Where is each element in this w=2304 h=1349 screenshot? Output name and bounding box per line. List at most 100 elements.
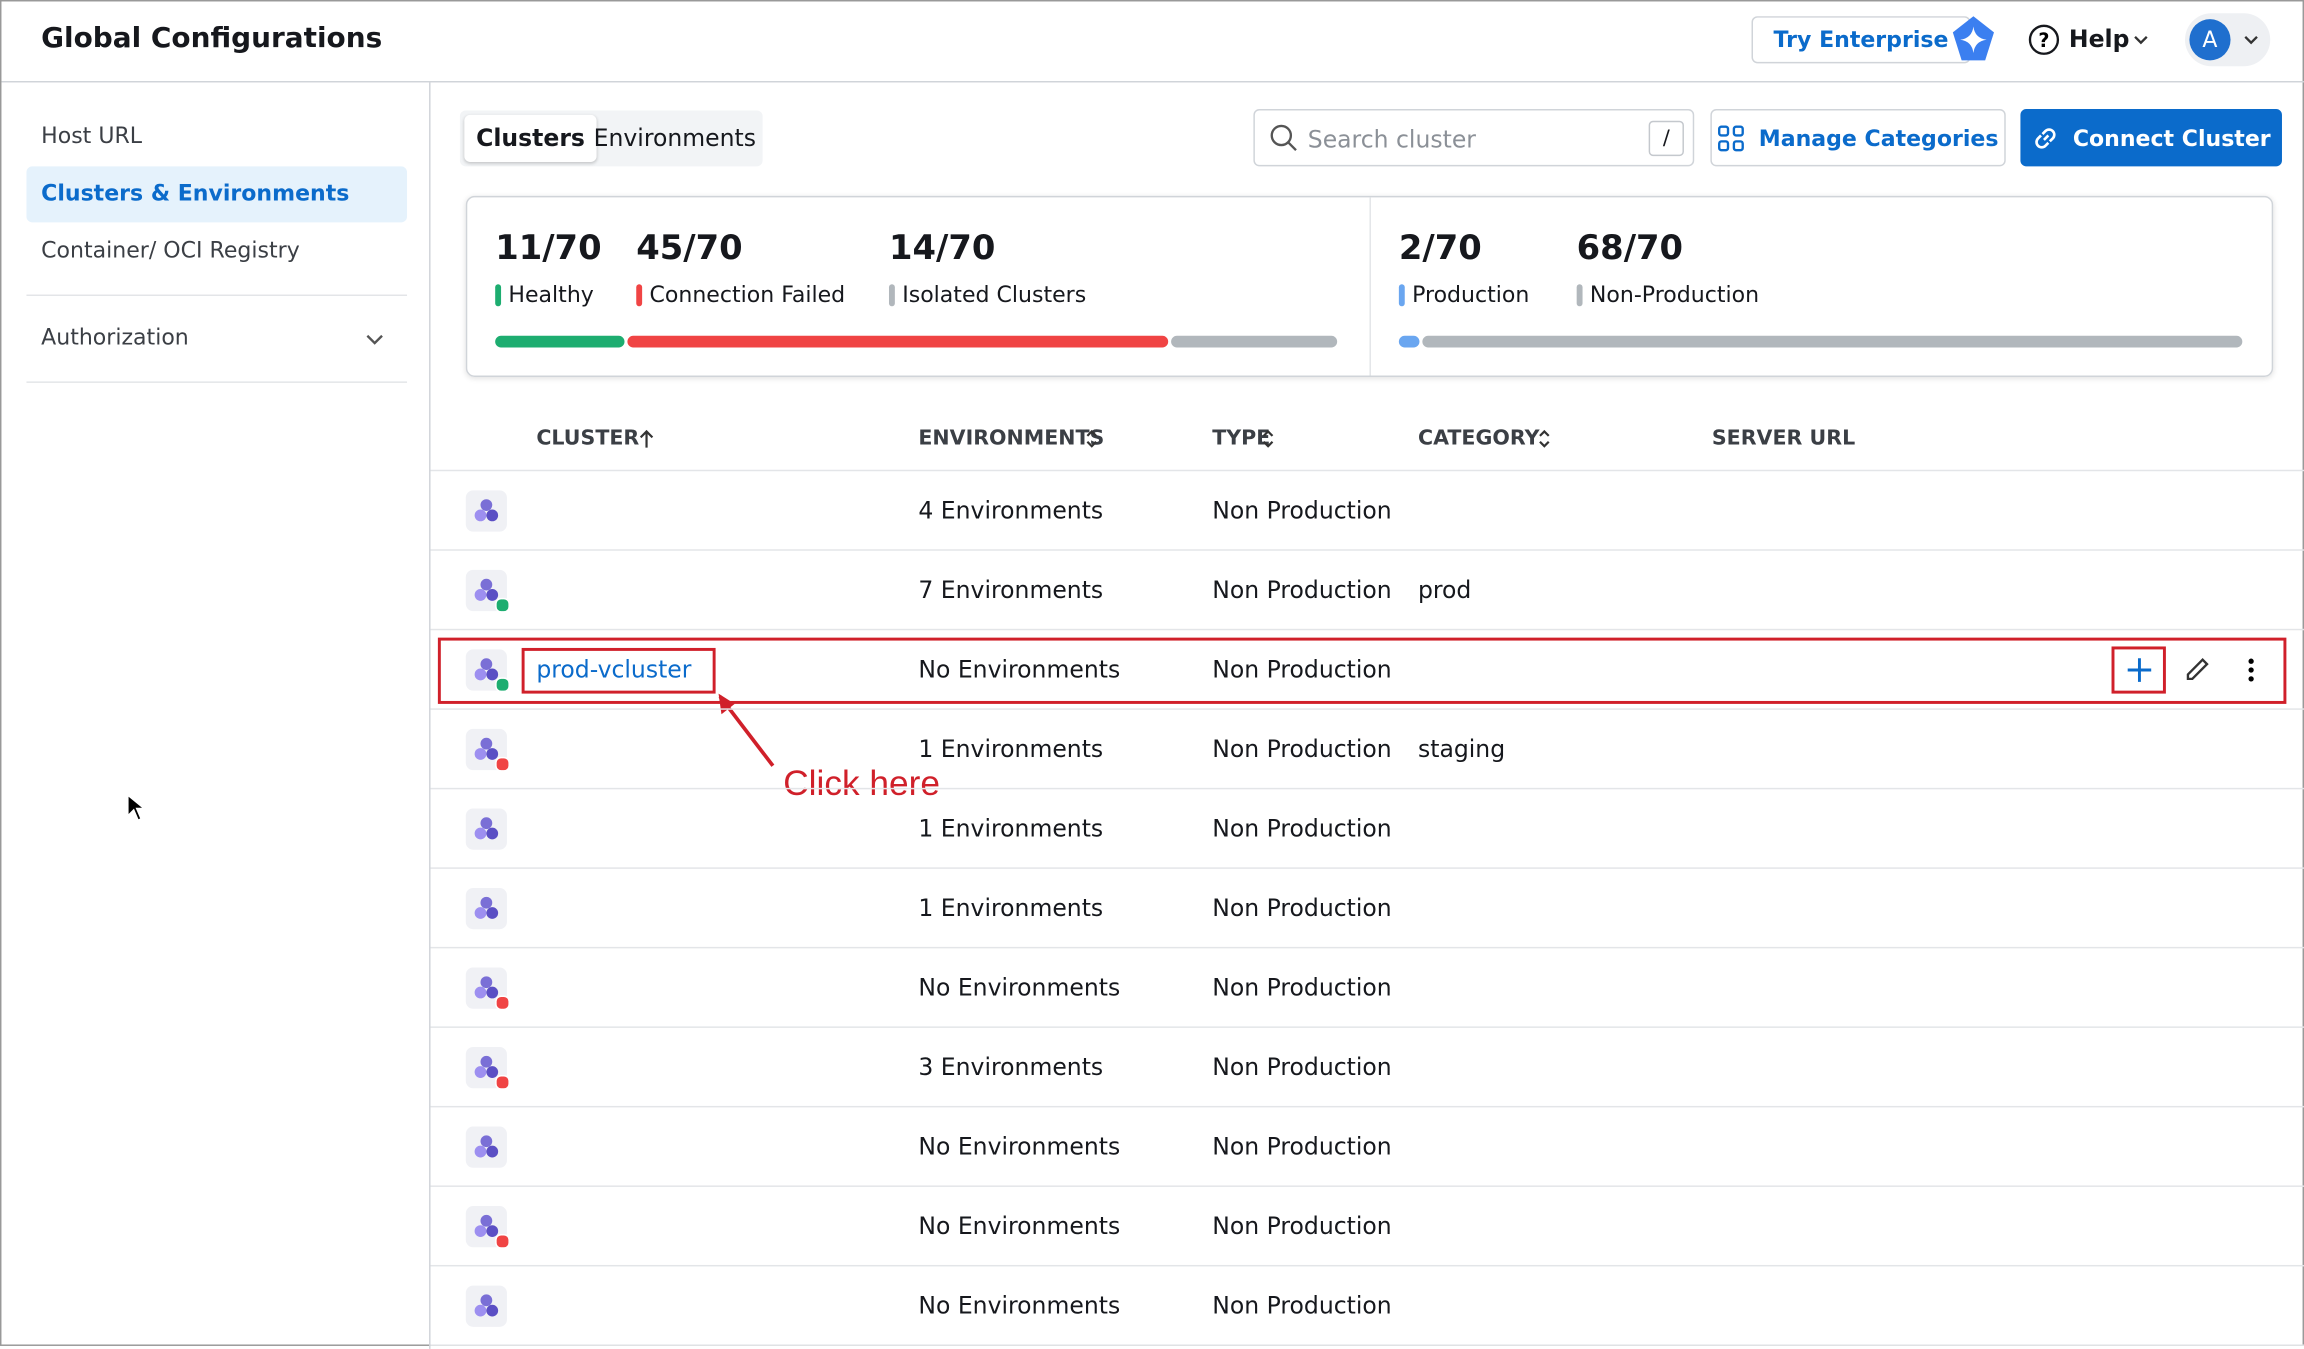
search-shortcut: / — [1648, 120, 1684, 157]
status-dot — [495, 677, 510, 693]
type: Non Production — [1212, 1211, 1392, 1240]
stat-label: Connection Failed — [649, 281, 846, 308]
manage-categories-label: Manage Categories — [1758, 124, 1999, 151]
column-header[interactable]: ENVIRONMENTS — [918, 427, 1105, 451]
try-enterprise[interactable]: Try Enterprise — [1751, 16, 1971, 64]
row-divider — [430, 1264, 2304, 1267]
row-divider — [430, 787, 2304, 790]
search[interactable] — [1253, 108, 1695, 167]
divider — [26, 294, 408, 296]
stat-swatch — [495, 284, 502, 307]
connect-cluster-label: Connect Cluster — [2072, 124, 2271, 151]
sidebar-item[interactable]: Host URL — [41, 122, 143, 149]
stat-value: 14/70 — [888, 229, 996, 269]
stat-label: Production — [1412, 281, 1530, 308]
type: Non Production — [1212, 1052, 1392, 1081]
column-header[interactable]: CLUSTER — [536, 427, 640, 451]
sidebar-item[interactable]: Clusters & Environments — [41, 179, 350, 207]
stat-label: Healthy — [508, 281, 594, 308]
row-divider — [430, 867, 2304, 869]
environments: No Environments — [918, 1211, 1121, 1240]
authorization-caret — [366, 334, 383, 345]
sort-icon[interactable] — [1537, 429, 1552, 450]
environments: No Environments — [918, 1291, 1121, 1320]
sort-icon[interactable] — [1261, 429, 1276, 450]
sidebar-active-bg — [26, 166, 408, 223]
environments: 7 Environments — [918, 575, 1104, 604]
stat-swatch — [1398, 284, 1405, 307]
ai-icon[interactable] — [1948, 15, 1998, 65]
category: prod — [1417, 575, 1472, 604]
cluster-name[interactable]: prod-vcluster — [536, 655, 692, 684]
stat-value: 11/70 — [495, 229, 602, 269]
environments: 1 Environments — [918, 814, 1104, 843]
type: Non Production — [1212, 734, 1392, 763]
row-actions — [2117, 651, 2279, 689]
search-placeholder: Search cluster — [1307, 125, 1476, 154]
cluster-icon — [465, 808, 507, 850]
type: Non Production — [1212, 575, 1392, 604]
type: Non Production — [1212, 655, 1392, 684]
stat-swatch — [1576, 284, 1583, 307]
stat-swatch — [636, 284, 643, 307]
cluster-glyph — [474, 817, 499, 840]
help[interactable]: Help — [2068, 25, 2130, 54]
authorization[interactable]: Authorization — [41, 323, 189, 351]
stat-bar — [1398, 335, 1421, 348]
row-divider — [430, 1026, 2304, 1028]
stats-divider — [1369, 197, 1371, 376]
status-dot — [495, 995, 510, 1011]
row-divider — [430, 469, 2304, 472]
stat-value: 2/70 — [1398, 229, 1482, 269]
column-header[interactable]: CATEGORY — [1417, 427, 1540, 451]
header — [1, 1, 2304, 83]
cluster-glyph — [474, 976, 499, 999]
cluster-icon — [465, 490, 507, 532]
row-divider — [430, 628, 2304, 631]
cluster-glyph — [474, 896, 499, 919]
highlight-add — [2111, 646, 2166, 694]
cluster-glyph — [474, 578, 499, 601]
tab[interactable]: Environments — [593, 123, 757, 152]
environments: 1 Environments — [918, 893, 1104, 922]
stat-value: 68/70 — [1576, 229, 1684, 269]
environments: 4 Environments — [918, 496, 1104, 525]
stat-label: Non-Production — [1589, 281, 1760, 308]
type: Non Production — [1212, 1291, 1392, 1320]
environments: No Environments — [918, 1132, 1121, 1161]
connect-cluster[interactable]: Connect Cluster — [2020, 108, 2282, 167]
help-icon[interactable]: ? — [2028, 24, 2060, 56]
type: Non Production — [1212, 496, 1392, 525]
type: Non Production — [1212, 1132, 1392, 1161]
row-divider — [430, 1344, 2304, 1346]
column-header: SERVER URL — [1711, 427, 1856, 451]
avatar[interactable]: A — [2189, 19, 2231, 61]
tab[interactable]: Clusters — [464, 114, 597, 162]
type: Non Production — [1212, 973, 1392, 1002]
cluster-glyph — [474, 1055, 499, 1078]
stat-bar — [1171, 335, 1338, 348]
stats-card — [465, 195, 2274, 377]
sidebar — [1, 82, 431, 1349]
stat-bar — [1423, 335, 2243, 348]
stat-label: Isolated Clusters — [902, 281, 1087, 308]
stat-value: 45/70 — [636, 229, 743, 269]
sort-icon[interactable] — [639, 429, 654, 450]
page-title: Global Configurations — [41, 22, 383, 55]
manage-categories[interactable]: Manage Categories — [1710, 108, 2006, 167]
grid-icon — [1717, 124, 1744, 151]
row-divider — [430, 708, 2304, 710]
help-caret — [2134, 35, 2148, 45]
svg-text:?: ? — [2038, 29, 2049, 52]
row-divider — [430, 1185, 2304, 1187]
cursor — [127, 793, 147, 822]
sort-icon[interactable] — [1084, 429, 1099, 450]
cluster-icon — [465, 649, 507, 691]
sidebar-item[interactable]: Container/ OCI Registry — [41, 237, 300, 264]
status-dot — [495, 1234, 510, 1249]
row-divider — [430, 549, 2304, 551]
column-header[interactable]: TYPE — [1212, 427, 1271, 451]
row-action-icons[interactable] — [2117, 651, 2279, 689]
